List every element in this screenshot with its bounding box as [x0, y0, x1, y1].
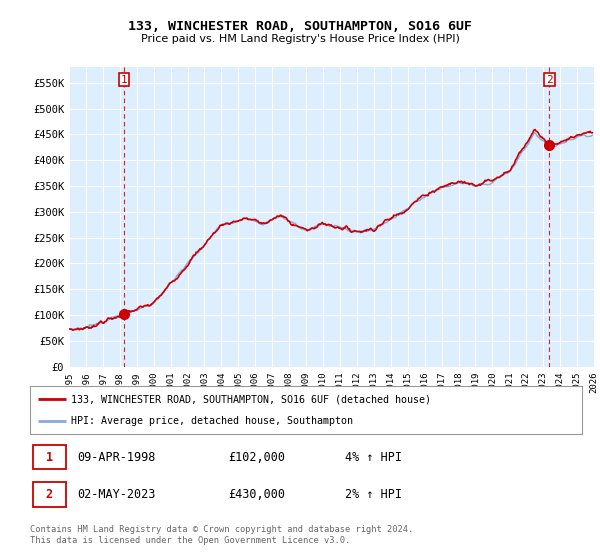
Text: 4% ↑ HPI: 4% ↑ HPI — [344, 451, 401, 464]
Text: 133, WINCHESTER ROAD, SOUTHAMPTON, SO16 6UF: 133, WINCHESTER ROAD, SOUTHAMPTON, SO16 … — [128, 20, 472, 32]
Text: 02-MAY-2023: 02-MAY-2023 — [77, 488, 155, 501]
Text: 2% ↑ HPI: 2% ↑ HPI — [344, 488, 401, 501]
Text: HPI: Average price, detached house, Southampton: HPI: Average price, detached house, Sout… — [71, 416, 353, 426]
Text: £430,000: £430,000 — [229, 488, 286, 501]
Text: 1: 1 — [121, 74, 128, 85]
Text: 1: 1 — [46, 451, 53, 464]
Text: 133, WINCHESTER ROAD, SOUTHAMPTON, SO16 6UF (detached house): 133, WINCHESTER ROAD, SOUTHAMPTON, SO16 … — [71, 394, 431, 404]
Text: 2: 2 — [46, 488, 53, 501]
Text: Price paid vs. HM Land Registry's House Price Index (HPI): Price paid vs. HM Land Registry's House … — [140, 34, 460, 44]
Text: 09-APR-1998: 09-APR-1998 — [77, 451, 155, 464]
FancyBboxPatch shape — [33, 482, 66, 507]
FancyBboxPatch shape — [33, 445, 66, 469]
Text: 2: 2 — [546, 74, 553, 85]
Text: Contains HM Land Registry data © Crown copyright and database right 2024.
This d: Contains HM Land Registry data © Crown c… — [30, 525, 413, 545]
Text: £102,000: £102,000 — [229, 451, 286, 464]
